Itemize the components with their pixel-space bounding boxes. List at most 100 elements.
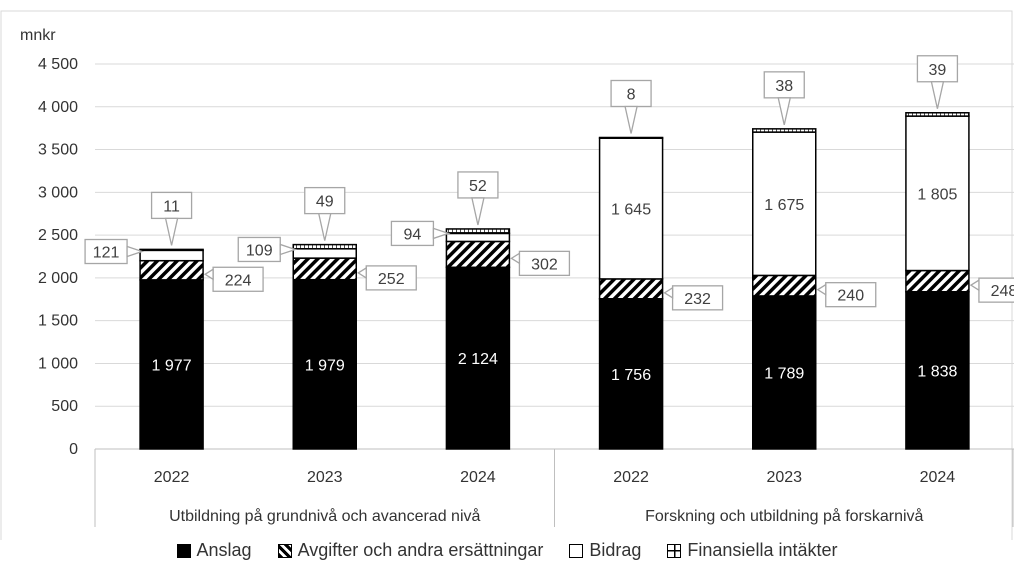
y-tick-label: 4 500 bbox=[38, 56, 78, 73]
callout-pointer bbox=[357, 266, 367, 280]
bar-avgifter bbox=[598, 278, 664, 300]
data-label-anslag: 1 789 bbox=[764, 365, 804, 382]
legend-label-bidrag: Bidrag bbox=[589, 540, 642, 560]
data-label: 240 bbox=[837, 288, 864, 305]
bar-bidrag bbox=[139, 249, 204, 262]
bar-bidrag bbox=[292, 248, 357, 259]
bar-avgifter bbox=[139, 259, 204, 281]
data-label: 252 bbox=[378, 271, 405, 288]
callout-bidrag: 94 bbox=[390, 220, 451, 247]
data-label: 49 bbox=[316, 194, 334, 211]
callout-box bbox=[457, 171, 499, 199]
legend-item-anslag: Anslag bbox=[176, 540, 252, 561]
callout-box bbox=[237, 236, 281, 263]
bar-bidrag bbox=[905, 115, 970, 272]
callout-pointer bbox=[432, 227, 451, 240]
callout-pointer bbox=[624, 105, 638, 134]
callout-pointer bbox=[203, 268, 214, 281]
legend-swatch-empty bbox=[569, 543, 584, 558]
y-tick-label: 2 500 bbox=[38, 227, 78, 244]
data-label: 109 bbox=[246, 242, 273, 259]
y-axis-label: mnkr bbox=[20, 27, 56, 44]
y-tick-label: 0 bbox=[69, 441, 78, 458]
callout-avgifter: 224 bbox=[203, 266, 264, 292]
x-tick-label: 2024 bbox=[460, 469, 496, 486]
callout-box bbox=[518, 250, 571, 277]
callout-finansiella: 8 bbox=[610, 79, 652, 134]
callout-avgifter: 248 bbox=[969, 277, 1014, 303]
y-tick-label: 2 000 bbox=[38, 270, 78, 287]
callout-finansiella: 52 bbox=[457, 171, 499, 226]
bar-avgifter bbox=[752, 274, 817, 297]
bar-finansiella bbox=[445, 228, 511, 235]
bar-anslag bbox=[598, 298, 664, 450]
y-tick-label: 4 000 bbox=[38, 99, 78, 116]
legend-swatch-solid bbox=[176, 543, 191, 558]
legend-swatch-hatched bbox=[277, 543, 292, 558]
legend-label-finansiella: Finansiella intäkter bbox=[687, 540, 838, 560]
callout-pointer bbox=[930, 81, 945, 109]
bar-anslag bbox=[292, 278, 357, 450]
data-label: 121 bbox=[93, 245, 120, 262]
callout-box bbox=[978, 277, 1014, 303]
callout-pointer bbox=[317, 212, 332, 241]
callout-pointer bbox=[663, 286, 674, 300]
data-label-bidrag: 1 675 bbox=[764, 197, 804, 214]
callout-bidrag: 109 bbox=[237, 236, 298, 263]
callout-box bbox=[390, 220, 435, 247]
callout-box bbox=[365, 265, 417, 291]
callout-avgifter: 302 bbox=[510, 250, 571, 277]
callout-pointer bbox=[471, 197, 485, 226]
callout-finansiella: 39 bbox=[916, 55, 959, 109]
callout-box bbox=[304, 186, 346, 215]
legend-label-avgifter: Avgifter och andra ersättningar bbox=[297, 540, 544, 560]
bar-finansiella bbox=[139, 248, 204, 252]
legend: Anslag Avgifter och andra ersättningar B… bbox=[0, 540, 1014, 561]
x-tick-label: 2023 bbox=[307, 469, 343, 486]
data-label: 248 bbox=[991, 283, 1014, 300]
y-tick-label: 1 000 bbox=[38, 355, 78, 372]
bar-avgifter bbox=[905, 269, 970, 293]
data-label: 52 bbox=[469, 178, 487, 195]
data-label: 38 bbox=[775, 78, 793, 95]
callout-bidrag: 121 bbox=[84, 238, 145, 265]
callout-pointer bbox=[126, 245, 145, 258]
callout-avgifter: 240 bbox=[816, 282, 877, 308]
legend-item-finansiella: Finansiella intäkter bbox=[667, 540, 837, 561]
callout-box bbox=[671, 285, 724, 311]
data-label: 8 bbox=[627, 86, 636, 103]
callout-pointer bbox=[279, 243, 298, 256]
callout-finansiella: 49 bbox=[304, 186, 346, 241]
callout-pointer bbox=[816, 283, 827, 296]
data-label: 39 bbox=[929, 62, 947, 79]
bar-anslag bbox=[752, 295, 817, 450]
data-label-anslag: 1 838 bbox=[917, 363, 957, 380]
data-label-anslag: 1 979 bbox=[305, 357, 345, 374]
x-tick-label: 2023 bbox=[766, 469, 802, 486]
legend-item-avgifter: Avgifter och andra ersättningar bbox=[277, 540, 544, 561]
data-label: 11 bbox=[163, 198, 180, 215]
legend-swatch-grid bbox=[667, 543, 682, 558]
bar-anslag bbox=[445, 266, 511, 450]
callout-pointer bbox=[777, 97, 792, 125]
callout-avgifter: 252 bbox=[357, 265, 417, 291]
data-label: 232 bbox=[684, 291, 711, 308]
y-tick-label: 1 500 bbox=[38, 313, 78, 330]
bar-finansiella bbox=[598, 136, 664, 139]
y-tick-label: 500 bbox=[51, 398, 78, 415]
callout-finansiella: 11 bbox=[150, 191, 193, 246]
bar-finansiella bbox=[905, 112, 970, 117]
data-label: 224 bbox=[225, 272, 252, 289]
bar-finansiella bbox=[292, 243, 357, 250]
x-group-label: Utbildning på grundnivå och avancerad ni… bbox=[169, 507, 480, 525]
data-label-bidrag: 1 645 bbox=[611, 202, 651, 219]
legend-label-anslag: Anslag bbox=[196, 540, 252, 560]
data-label-bidrag: 1 805 bbox=[917, 186, 957, 203]
x-tick-label: 2024 bbox=[920, 469, 956, 486]
legend-item-bidrag: Bidrag bbox=[569, 540, 641, 561]
bar-bidrag bbox=[752, 131, 817, 277]
data-label-anslag: 1 977 bbox=[152, 357, 192, 374]
x-tick-label: 2022 bbox=[613, 469, 649, 486]
data-label-anslag: 1 756 bbox=[611, 367, 651, 384]
